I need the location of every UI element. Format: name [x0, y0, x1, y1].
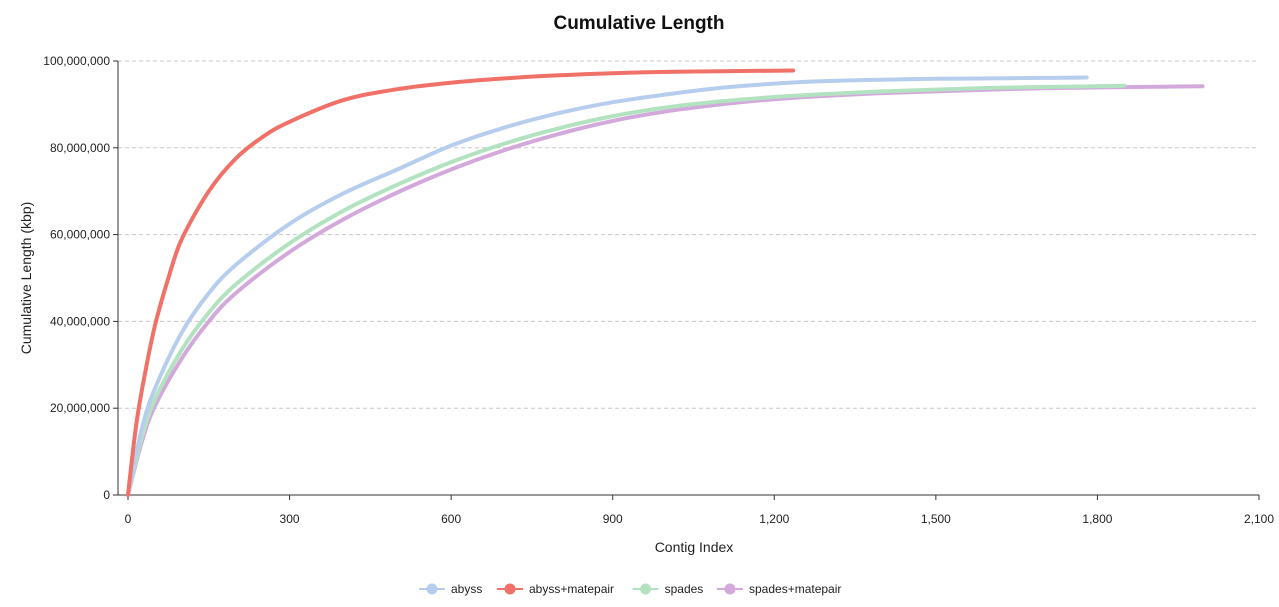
y-tick-label: 60,000,000 — [50, 228, 110, 242]
y-tick-label: 20,000,000 — [50, 401, 110, 415]
x-tick-label: 600 — [441, 512, 461, 526]
grid-lines — [118, 60, 1259, 409]
legend-item-spades-matepair[interactable]: spades+matepair — [717, 582, 841, 596]
legend-label: abyss+matepair — [529, 582, 614, 596]
legend-item-abyss-matepair[interactable]: abyss+matepair — [497, 582, 614, 596]
y-tick-label: 0 — [103, 488, 110, 502]
legend-label: spades — [665, 582, 704, 596]
x-axis-label: Contig Index — [655, 539, 734, 555]
series-lines — [126, 68, 1205, 497]
x-tick-label: 2,100 — [1244, 512, 1274, 526]
x-axis-ticks: 0 300 600 900 1,200 1,500 1,800 2,100 — [125, 495, 1274, 526]
series-line-abyss[interactable] — [126, 75, 1089, 497]
legend-label: abyss — [451, 582, 482, 596]
y-axis-label: Cumulative Length (kbp) — [18, 202, 34, 355]
y-tick-label: 100,000,000 — [43, 54, 110, 68]
x-tick-label: 1,800 — [1082, 512, 1112, 526]
x-tick-label: 0 — [125, 512, 132, 526]
axes — [117, 61, 1259, 496]
legend-swatch-marker — [640, 583, 652, 595]
x-tick-label: 1,200 — [759, 512, 789, 526]
x-tick-label: 900 — [603, 512, 623, 526]
legend-swatch-marker — [504, 583, 516, 595]
series-line-spades[interactable] — [126, 83, 1127, 497]
x-tick-label: 1,500 — [921, 512, 951, 526]
y-tick-label: 40,000,000 — [50, 314, 110, 328]
series-line-abyss-matepair[interactable] — [126, 68, 796, 497]
legend-swatch-marker — [426, 583, 438, 595]
legend-label: spades+matepair — [749, 582, 841, 596]
legend-item-abyss[interactable]: abyss — [419, 582, 482, 596]
y-tick-label: 80,000,000 — [50, 141, 110, 155]
legend-item-spades[interactable]: spades — [632, 582, 704, 596]
chart-title: Cumulative Length — [553, 13, 724, 34]
x-tick-label: 300 — [280, 512, 300, 526]
legend-swatch-marker — [724, 583, 736, 595]
legend: abyss abyss+matepair spades spades+matepair — [419, 582, 841, 596]
y-axis-ticks: 0 20,000,000 40,000,000 60,000,000 80,000,00… — [43, 54, 118, 502]
